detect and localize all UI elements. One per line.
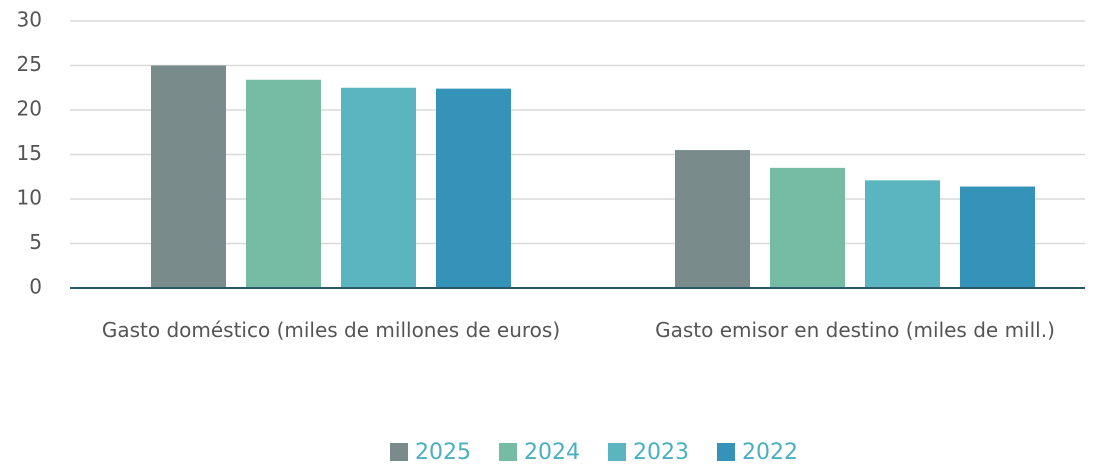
bar	[436, 88, 511, 288]
legend-swatch	[717, 443, 735, 461]
y-tick-label: 25	[17, 52, 42, 76]
bar	[341, 87, 416, 288]
legend-swatch	[608, 443, 626, 461]
y-tick-label: 20	[17, 97, 42, 121]
legend-label: 2023	[633, 440, 689, 464]
bar	[675, 150, 750, 288]
legend-swatch	[499, 443, 517, 461]
bar	[151, 65, 226, 288]
bar	[246, 79, 321, 289]
bar	[865, 180, 940, 288]
x-tick-label: Gasto doméstico (miles de millones de eu…	[101, 318, 561, 342]
y-tick-label: 0	[29, 275, 42, 299]
legend-swatch	[390, 443, 408, 461]
bar	[960, 186, 1035, 288]
bar	[770, 167, 845, 288]
legend-label: 2022	[742, 440, 798, 464]
legend-label: 2024	[524, 440, 580, 464]
x-tick-label: Gasto emisor en destino (miles de mill.)	[655, 318, 1055, 342]
y-tick-label: 15	[17, 141, 42, 165]
y-tick-label: 10	[17, 186, 42, 210]
legend-label: 2025	[415, 440, 471, 464]
y-tick-label: 30	[17, 8, 42, 32]
y-tick-label: 5	[29, 230, 42, 254]
